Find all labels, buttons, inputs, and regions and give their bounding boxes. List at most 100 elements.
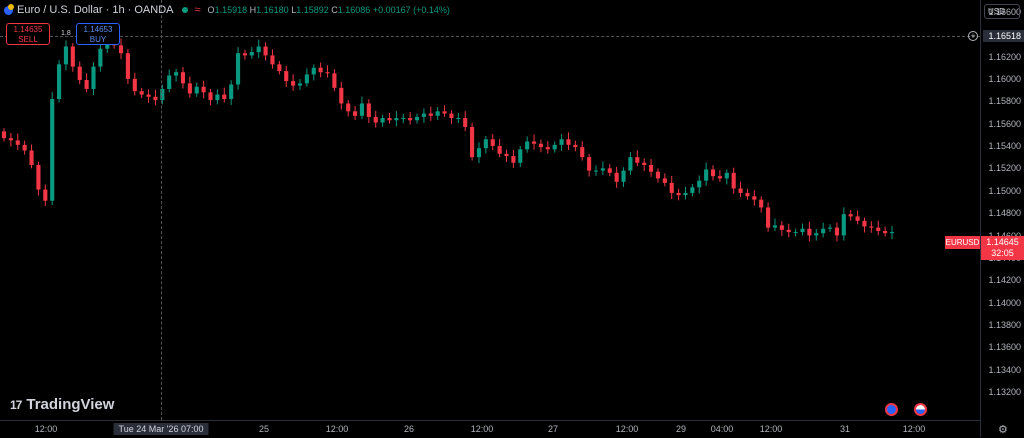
- us-event-flag-icon[interactable]: [914, 403, 927, 416]
- candle-body: [242, 53, 247, 56]
- candle-body: [208, 92, 213, 101]
- candle-body: [194, 86, 199, 94]
- buy-label: BUY: [89, 35, 107, 44]
- spread-value: 1.8: [61, 30, 71, 37]
- candle-body: [153, 96, 158, 101]
- price-tick-label: 1.14800: [988, 208, 1021, 219]
- candle-body: [600, 168, 605, 171]
- candle-body: [483, 139, 488, 149]
- candle-body: [332, 73, 337, 88]
- time-axis[interactable]: 12:00 Tue 24 Mar '26 07:00 25 12:00 26 12:00 2…: [0, 420, 980, 438]
- candlestick-chart[interactable]: [0, 0, 980, 420]
- time-tick-label: 27: [547, 424, 559, 434]
- candle-body: [456, 118, 461, 120]
- tradingview-mark-icon: 17: [10, 397, 22, 412]
- eu-event-flag-icon[interactable]: [885, 403, 898, 416]
- candle-body: [531, 141, 537, 144]
- candle-body: [662, 178, 667, 183]
- candle-body: [180, 72, 186, 84]
- time-tick-label: 12:00: [615, 424, 639, 434]
- plus-icon[interactable]: +: [968, 31, 978, 41]
- candle-body: [669, 182, 674, 193]
- candle-body: [291, 81, 296, 86]
- candle-body: [229, 84, 234, 100]
- price-tick-label: 1.16600: [988, 6, 1021, 17]
- gear-icon[interactable]: ⚙: [998, 424, 1008, 436]
- candle-body: [628, 157, 633, 171]
- candle-body: [43, 189, 48, 201]
- candle-body: [304, 74, 309, 84]
- candle-body: [476, 148, 482, 158]
- price-tick-label: 1.15600: [988, 118, 1021, 129]
- candle-body: [724, 172, 729, 179]
- buy-price: 1.14653: [83, 25, 113, 34]
- price-tick-label: 1.15800: [988, 96, 1021, 107]
- time-tick-label: 12:00: [902, 424, 926, 434]
- candle-body: [752, 196, 757, 200]
- candle-body: [841, 214, 846, 236]
- time-tick-label: 29: [675, 424, 687, 434]
- price-tick-label: 1.16200: [988, 51, 1021, 62]
- candle-body: [710, 169, 716, 177]
- candle-body: [98, 48, 103, 67]
- candle-body: [366, 103, 371, 117]
- candle-body: [855, 216, 860, 221]
- price-tick-label: 1.13400: [988, 364, 1021, 375]
- price-tick-label: 1.14600: [988, 231, 1021, 241]
- candle-body: [814, 233, 819, 236]
- current-price: 1.14645: [986, 237, 1019, 247]
- candle-body: [174, 72, 179, 76]
- time-tick-label: 12:00: [34, 424, 58, 434]
- candle-body: [655, 171, 661, 179]
- time-tick-label: 04:00: [710, 424, 734, 434]
- candle-body: [215, 94, 220, 101]
- candle-body: [359, 103, 365, 116]
- candle-body: [470, 126, 475, 158]
- price-tick-label: 1.13200: [988, 387, 1021, 398]
- symbol-price-tag: EURUSD: [945, 236, 980, 249]
- candle-body: [394, 118, 399, 121]
- symbol-title[interactable]: Euro / U.S. Dollar · 1h · OANDA: [17, 4, 174, 16]
- candle-body: [63, 46, 69, 65]
- price-tick-label: 1.14200: [988, 275, 1021, 286]
- sell-button[interactable]: 1.14635 SELL: [6, 23, 50, 45]
- price-tick-label: 1.14000: [988, 297, 1021, 308]
- sell-label: SELL: [18, 35, 38, 44]
- price-tick-label: 1.15000: [988, 185, 1021, 196]
- candle-body: [793, 232, 798, 234]
- candle-body: [132, 78, 137, 92]
- candle-body: [408, 118, 413, 121]
- candle-body: [642, 162, 647, 165]
- candle-body: [614, 172, 619, 182]
- candle-body: [263, 46, 268, 56]
- price-tick-label: 1.13800: [988, 319, 1021, 330]
- chart-area[interactable]: [0, 0, 980, 420]
- candle-body: [559, 139, 564, 145]
- candle-body: [387, 118, 392, 121]
- candle-body: [297, 83, 303, 86]
- candle-body: [449, 113, 454, 119]
- candle-body: [538, 143, 543, 148]
- price-tick-label: 1.15400: [988, 141, 1021, 152]
- candle-body: [346, 103, 351, 112]
- buy-button[interactable]: 1.14653 BUY: [76, 23, 120, 45]
- currency-button[interactable]: USD: [984, 4, 1020, 19]
- candle-body: [167, 75, 172, 89]
- candle-body: [827, 227, 833, 229]
- price-axis[interactable]: 1.166001.164001.162001.160001.158001.156…: [980, 0, 1024, 437]
- tradingview-logo[interactable]: 17 TradingView: [10, 396, 114, 413]
- candle-body: [311, 67, 316, 75]
- candle-body: [277, 64, 282, 72]
- candle-body: [91, 66, 96, 89]
- market-open-dot-icon: [181, 7, 188, 13]
- candle-body: [704, 169, 709, 181]
- candle-body: [717, 176, 722, 179]
- time-tick-label: 31: [839, 424, 851, 434]
- candle-body: [125, 53, 130, 79]
- candle-body: [807, 228, 812, 236]
- candle-body: [249, 52, 254, 56]
- approx-icon: ≈: [194, 4, 201, 16]
- candle-body: [256, 46, 261, 53]
- candle-body: [118, 45, 124, 54]
- candle-body: [50, 99, 55, 201]
